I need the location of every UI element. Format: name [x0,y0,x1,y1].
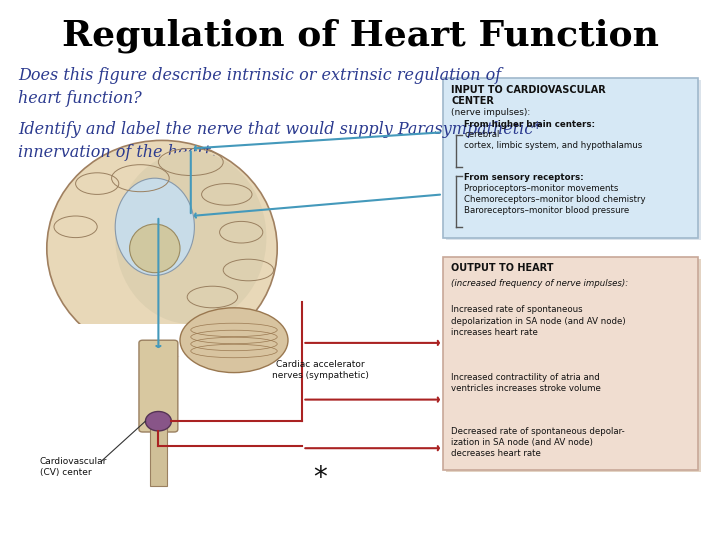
Circle shape [145,411,171,431]
FancyBboxPatch shape [150,421,167,486]
Text: Decreased rate of spontaneous depolar-
ization in SA node (and AV node)
decrease: Decreased rate of spontaneous depolar- i… [451,427,625,458]
Ellipse shape [47,140,277,356]
Text: cerebral
cortex, limbic system, and hypothalamus: cerebral cortex, limbic system, and hypo… [464,130,643,150]
Text: Increased rate of spontaneous
depolarization in SA node (and AV node)
increases : Increased rate of spontaneous depolariza… [451,305,626,337]
Text: From higher brain centers:: From higher brain centers: [464,120,595,130]
Text: (nerve impulses):: (nerve impulses): [451,108,531,117]
Text: (increased frequency of nerve impulses):: (increased frequency of nerve impulses): [451,279,629,288]
Text: Cardiovascular
(CV) center: Cardiovascular (CV) center [40,457,107,477]
Ellipse shape [130,224,180,273]
FancyBboxPatch shape [443,78,698,238]
Text: Proprioceptors–monitor movements
Chemoreceptors–monitor blood chemistry
Barorece: Proprioceptors–monitor movements Chemore… [464,184,646,215]
Text: From sensory receptors:: From sensory receptors: [464,173,584,182]
FancyBboxPatch shape [139,340,178,432]
FancyBboxPatch shape [443,256,698,470]
Text: Identify and label the nerve that would supply Parasympathetic*
innervation of t: Identify and label the nerve that would … [18,122,541,161]
Text: Does this figure describe intrinsic or extrinsic regulation of
heart function?: Does this figure describe intrinsic or e… [18,68,501,107]
Text: Increased contractility of atria and
ventricles increases stroke volume: Increased contractility of atria and ven… [451,373,601,393]
Text: Cardiac accelerator
nerves (sympathetic): Cardiac accelerator nerves (sympathetic) [272,360,369,380]
Text: INPUT TO CARDIOVASCULAR
CENTER: INPUT TO CARDIOVASCULAR CENTER [451,85,606,106]
FancyBboxPatch shape [446,259,701,472]
Text: *: * [313,464,328,492]
FancyBboxPatch shape [446,80,701,240]
FancyBboxPatch shape [43,324,281,356]
Text: OUTPUT TO HEART: OUTPUT TO HEART [451,263,554,273]
Text: Regulation of Heart Function: Regulation of Heart Function [61,19,659,53]
Ellipse shape [115,178,194,275]
Ellipse shape [180,308,288,373]
Ellipse shape [115,151,266,324]
